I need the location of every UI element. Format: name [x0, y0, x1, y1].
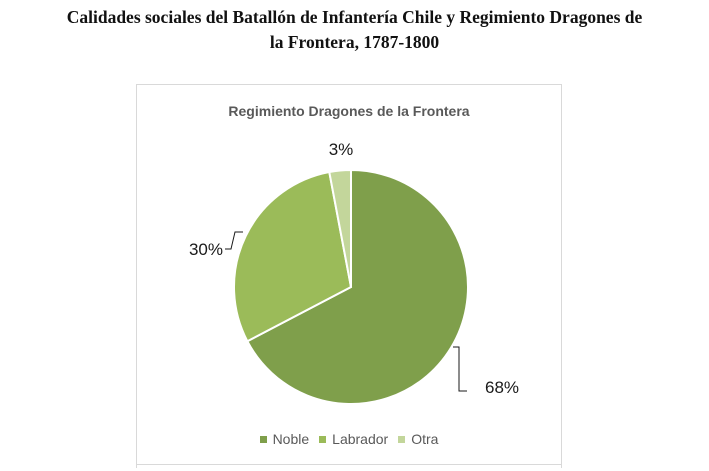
data-label-otra: 3%	[329, 140, 354, 159]
figure-heading: Calidades sociales del Batallón de Infan…	[0, 5, 709, 55]
legend-label-labrador: Labrador	[332, 431, 389, 447]
pie-slice-noble	[245, 168, 469, 405]
leader-line-labrador	[225, 231, 243, 250]
chart-area: Regimiento Dragones de la Frontera 68% 30…	[136, 84, 562, 468]
legend-label-noble: Noble	[272, 431, 310, 447]
chart-area-divider	[136, 464, 562, 465]
legend-item-labrador: Labrador	[319, 431, 388, 447]
pie-chart: 68% 30% 3%	[189, 140, 519, 405]
legend-label-otra: Otra	[411, 431, 439, 447]
legend-item-noble: Noble	[259, 431, 310, 447]
figure-heading-line-1: Calidades sociales del Batallón de Infan…	[66, 7, 643, 27]
leader-line-noble	[453, 346, 467, 392]
data-label-noble: 68%	[485, 378, 519, 397]
legend-swatch-labrador	[319, 435, 327, 443]
chart-legend: Noble Labrador Otra	[137, 431, 561, 447]
pie-slice-labrador	[233, 170, 353, 343]
legend-item-otra: Otra	[398, 431, 438, 447]
pie-slice-otra	[328, 168, 352, 288]
chart-title: Regimiento Dragones de la Frontera	[228, 103, 470, 119]
data-label-labrador: 30%	[189, 240, 223, 259]
legend-swatch-otra	[398, 435, 406, 443]
legend-swatch-noble	[259, 435, 267, 443]
figure-heading-line-2: la Frontera, 1787-1800	[269, 32, 440, 52]
